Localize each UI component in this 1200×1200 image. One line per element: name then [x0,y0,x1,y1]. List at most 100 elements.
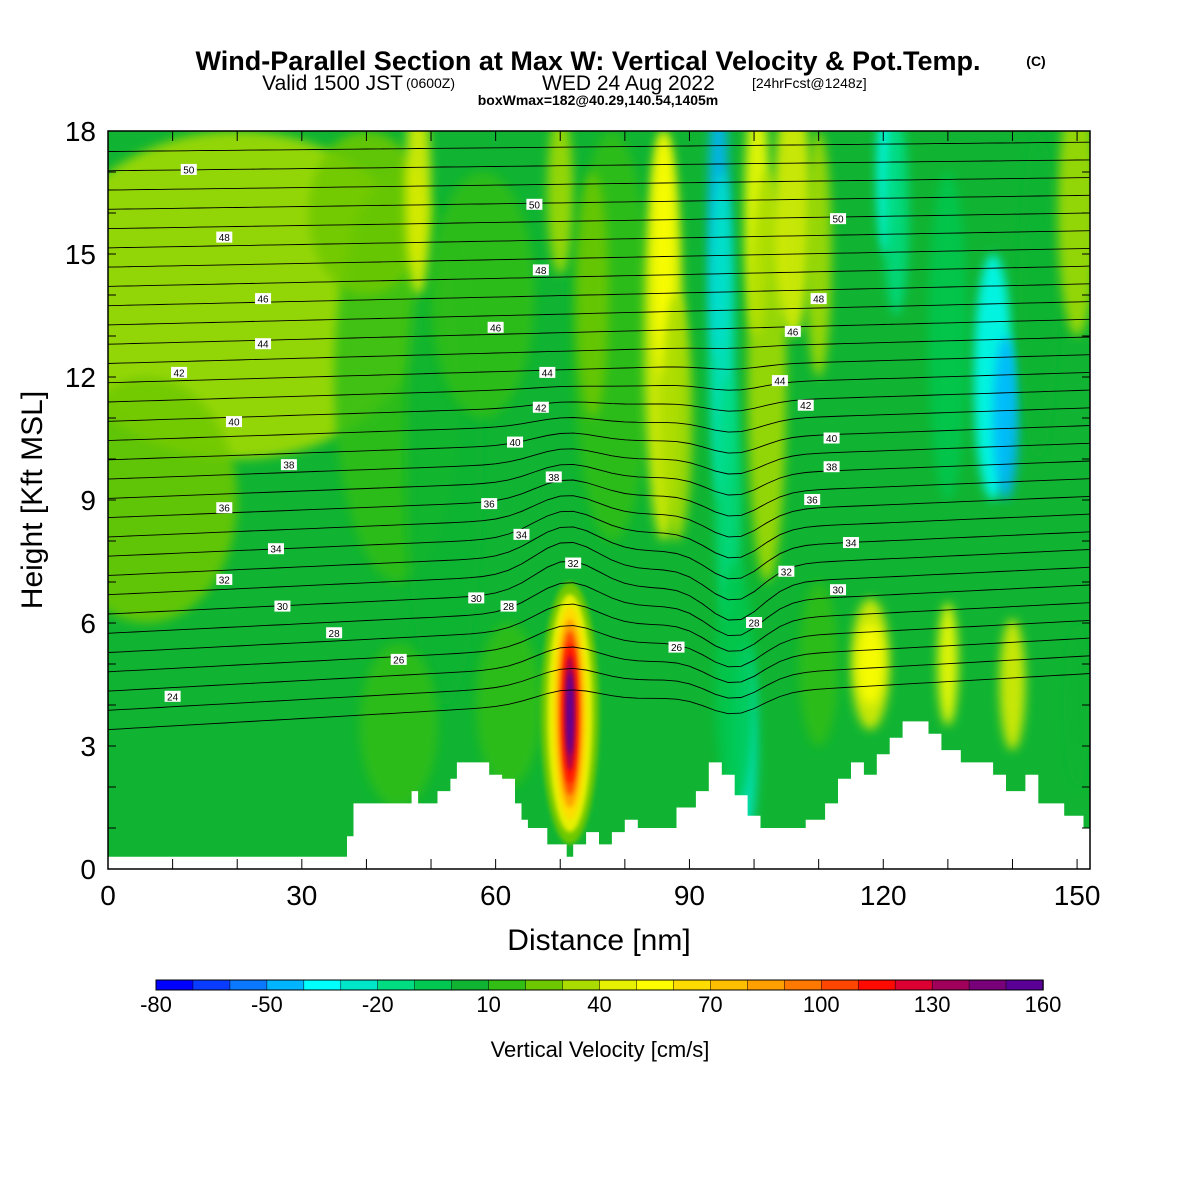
velocity-cell [799,582,839,746]
colorbar-swatch [894,979,933,991]
contour-label: 30 [468,592,485,605]
contour-label-bg [326,627,343,639]
contour-label-text: 28 [329,629,341,640]
colorbar-swatch [636,979,675,991]
theta-contour-line [108,212,1090,230]
contour-label-bg [545,471,562,483]
contour-label-bg [255,338,272,350]
contour-label-bg [784,325,801,337]
velocity-cell [928,172,968,500]
contour-label: 46 [255,293,272,306]
colorbar-tick-label: -80 [140,992,172,1017]
contour-label: 28 [746,617,763,630]
contour-label-text: 34 [845,539,857,550]
theta-contour-line [108,582,1090,637]
contour-label-bg [255,293,272,305]
contour-label-bg [823,461,840,473]
contour-label-bg [500,600,517,612]
contour-label: 30 [830,584,847,597]
contour-label: 32 [565,557,582,570]
contour-label: 50 [830,213,847,226]
contour-label-text: 44 [542,368,554,379]
title-copyright-mark: (C) [1026,53,1045,69]
subtitle-forecast: [24hrFcst@1248z] [752,75,867,91]
contour-label-bg [171,366,188,378]
y-tick-label: 15 [65,239,96,270]
velocity-cell [476,623,541,787]
contour-label: 36 [216,502,233,515]
theta-contour-line [108,460,1090,499]
contour-label-bg [280,459,297,471]
contour-label-bg [267,543,284,555]
x-tick-label: 30 [286,880,317,911]
contour-label: 40 [507,436,524,449]
theta-contour-line [108,407,1090,442]
contour-label-bg [778,565,795,577]
colorbar-swatch [525,979,564,991]
theta-contour-line [108,478,1090,519]
contour-label-text: 42 [535,403,547,414]
x-tick-label: 120 [860,880,907,911]
contour-label: 40 [225,416,242,429]
velocity-cell [993,336,1019,500]
theta-contour-line [108,177,1090,191]
colorbar-swatch [192,979,231,991]
colorbar-swatch [673,979,712,991]
velocity-cell [715,561,755,808]
contour-label-bg [216,573,233,585]
theta-contour-line [108,336,1090,364]
contour-label-text: 26 [671,643,683,654]
contour-label: 34 [513,528,530,541]
contour-label: 34 [267,543,284,556]
contour-label: 48 [810,293,827,306]
colorbar-swatch [821,979,859,991]
velocity-cell [108,377,238,623]
velocity-cell [715,377,742,623]
contour-label-text: 46 [490,323,502,334]
contour-label: 50 [526,198,543,211]
contour-label: 38 [823,461,840,474]
colorbar-swatch [747,979,786,991]
theta-contour-labels: 50 50 50 48 48 48 46 46 46 44 44 44 42 42 42 40 40 40 38 38… [164,163,859,703]
contour-label-text: 50 [183,165,195,176]
theta-contour-line [108,194,1090,210]
colorbar-swatch [488,979,527,991]
y-tick-label: 18 [65,116,96,147]
contour-label-bg [830,213,847,225]
contour-label-bg [668,641,685,653]
velocity-cell [405,131,432,295]
theta-contour-line [108,354,1090,384]
contour-label-bg [216,502,233,514]
contour-label-bg [180,163,197,175]
contour-label-bg [481,498,498,510]
colorbar-tick-label: 130 [914,992,951,1017]
colorbar-swatch [303,979,342,991]
colorbar-tick-label: 100 [803,992,840,1017]
theta-contour-line [108,318,1090,345]
contour-label: 28 [326,627,343,640]
theta-contour-line [108,159,1090,172]
theta-contour-line [108,673,1090,731]
colorbar-tick-label: 160 [1025,992,1062,1017]
contour-label-bg [526,198,543,210]
contour-label: 28 [500,600,517,613]
chart-subtitle: Valid 1500 JST (0600Z) WED 24 Aug 2022 [… [262,72,866,95]
contour-label-bg [539,366,556,378]
velocity-cell [883,131,910,316]
velocity-cell [660,295,693,541]
theta-contour-line [108,425,1090,461]
colorbar-tick-label: 10 [476,992,500,1017]
y-tick-label: 12 [65,362,96,393]
colorbar-swatch [710,979,749,991]
contour-label-bg [842,537,859,549]
contour-label-text: 24 [167,692,179,703]
theta-contour-line [108,265,1090,287]
plot-area: 50 50 50 48 48 48 46 46 46 44 44 44 42 42 42 40 40 40 38 38… [108,131,1090,869]
colorbar-swatch [229,979,268,991]
contour-label-text: 26 [393,655,405,666]
contour-label-text: 32 [219,575,231,586]
colorbar-swatch [784,979,823,991]
contour-label: 34 [842,537,859,550]
